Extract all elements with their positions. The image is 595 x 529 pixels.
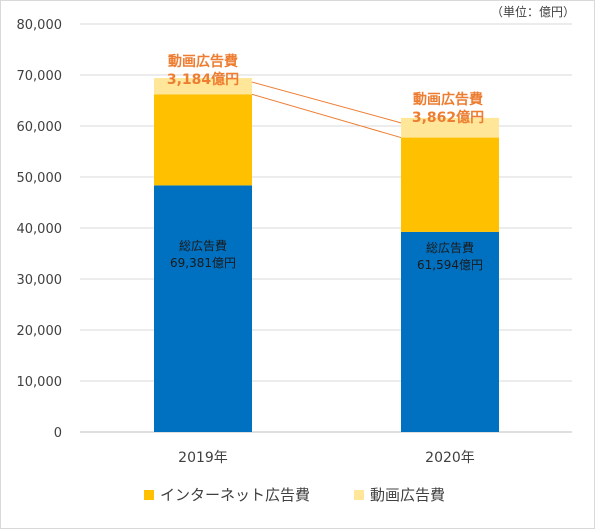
y-axis: 0 10,000 20,000 30,000 40,000 50,000 60,000 70,… (17, 18, 63, 441)
total-label-title: 総広告費 (426, 240, 474, 255)
bar-internet-segment (401, 137, 499, 232)
y-tick-label: 10,000 (17, 375, 63, 390)
legend: インターネット広告費 動画広告費 (144, 486, 445, 504)
legend-label-internet: インターネット広告費 (160, 486, 310, 504)
connector-line (251, 93, 402, 139)
bar-total-segment (401, 231, 499, 432)
video-label-value: 3,862億円 (412, 109, 484, 126)
bar-video-segment (401, 117, 499, 138)
unit-note: （単位：億円） (491, 4, 575, 19)
x-category-label: 2019年 (178, 450, 228, 466)
video-label-title: 動画広告費 (413, 91, 483, 108)
y-tick-label: 0 (54, 426, 62, 441)
total-label-title: 総広告費 (179, 238, 227, 253)
total-label-value: 69,381億円 (170, 256, 236, 270)
bar-total-segment (154, 185, 252, 432)
legend-swatch-video (354, 490, 364, 500)
total-label-value: 61,594億円 (417, 258, 483, 272)
video-label-value: 3,184億円 (167, 71, 239, 88)
bar-video-segment (154, 78, 252, 95)
bar-internet-segment (154, 94, 252, 186)
x-axis: 2019年 2020年 (178, 450, 475, 466)
y-tick-label: 40,000 (17, 222, 63, 237)
bars (154, 78, 499, 432)
y-tick-label: 30,000 (17, 273, 63, 288)
x-category-label: 2020年 (425, 450, 475, 466)
data-labels: 総広告費69,381億円総広告費61,594億円動画広告費3,184億円動画広告… (167, 53, 484, 272)
y-tick-label: 20,000 (17, 324, 63, 339)
legend-swatch-internet (144, 490, 154, 500)
connector-line (251, 81, 402, 124)
legend-label-video: 動画広告費 (370, 486, 445, 504)
y-tick-label: 60,000 (17, 120, 63, 135)
y-tick-label: 80,000 (17, 18, 63, 33)
y-tick-label: 50,000 (17, 171, 63, 186)
y-tick-label: 70,000 (17, 69, 63, 84)
video-label-title: 動画広告費 (168, 53, 238, 70)
